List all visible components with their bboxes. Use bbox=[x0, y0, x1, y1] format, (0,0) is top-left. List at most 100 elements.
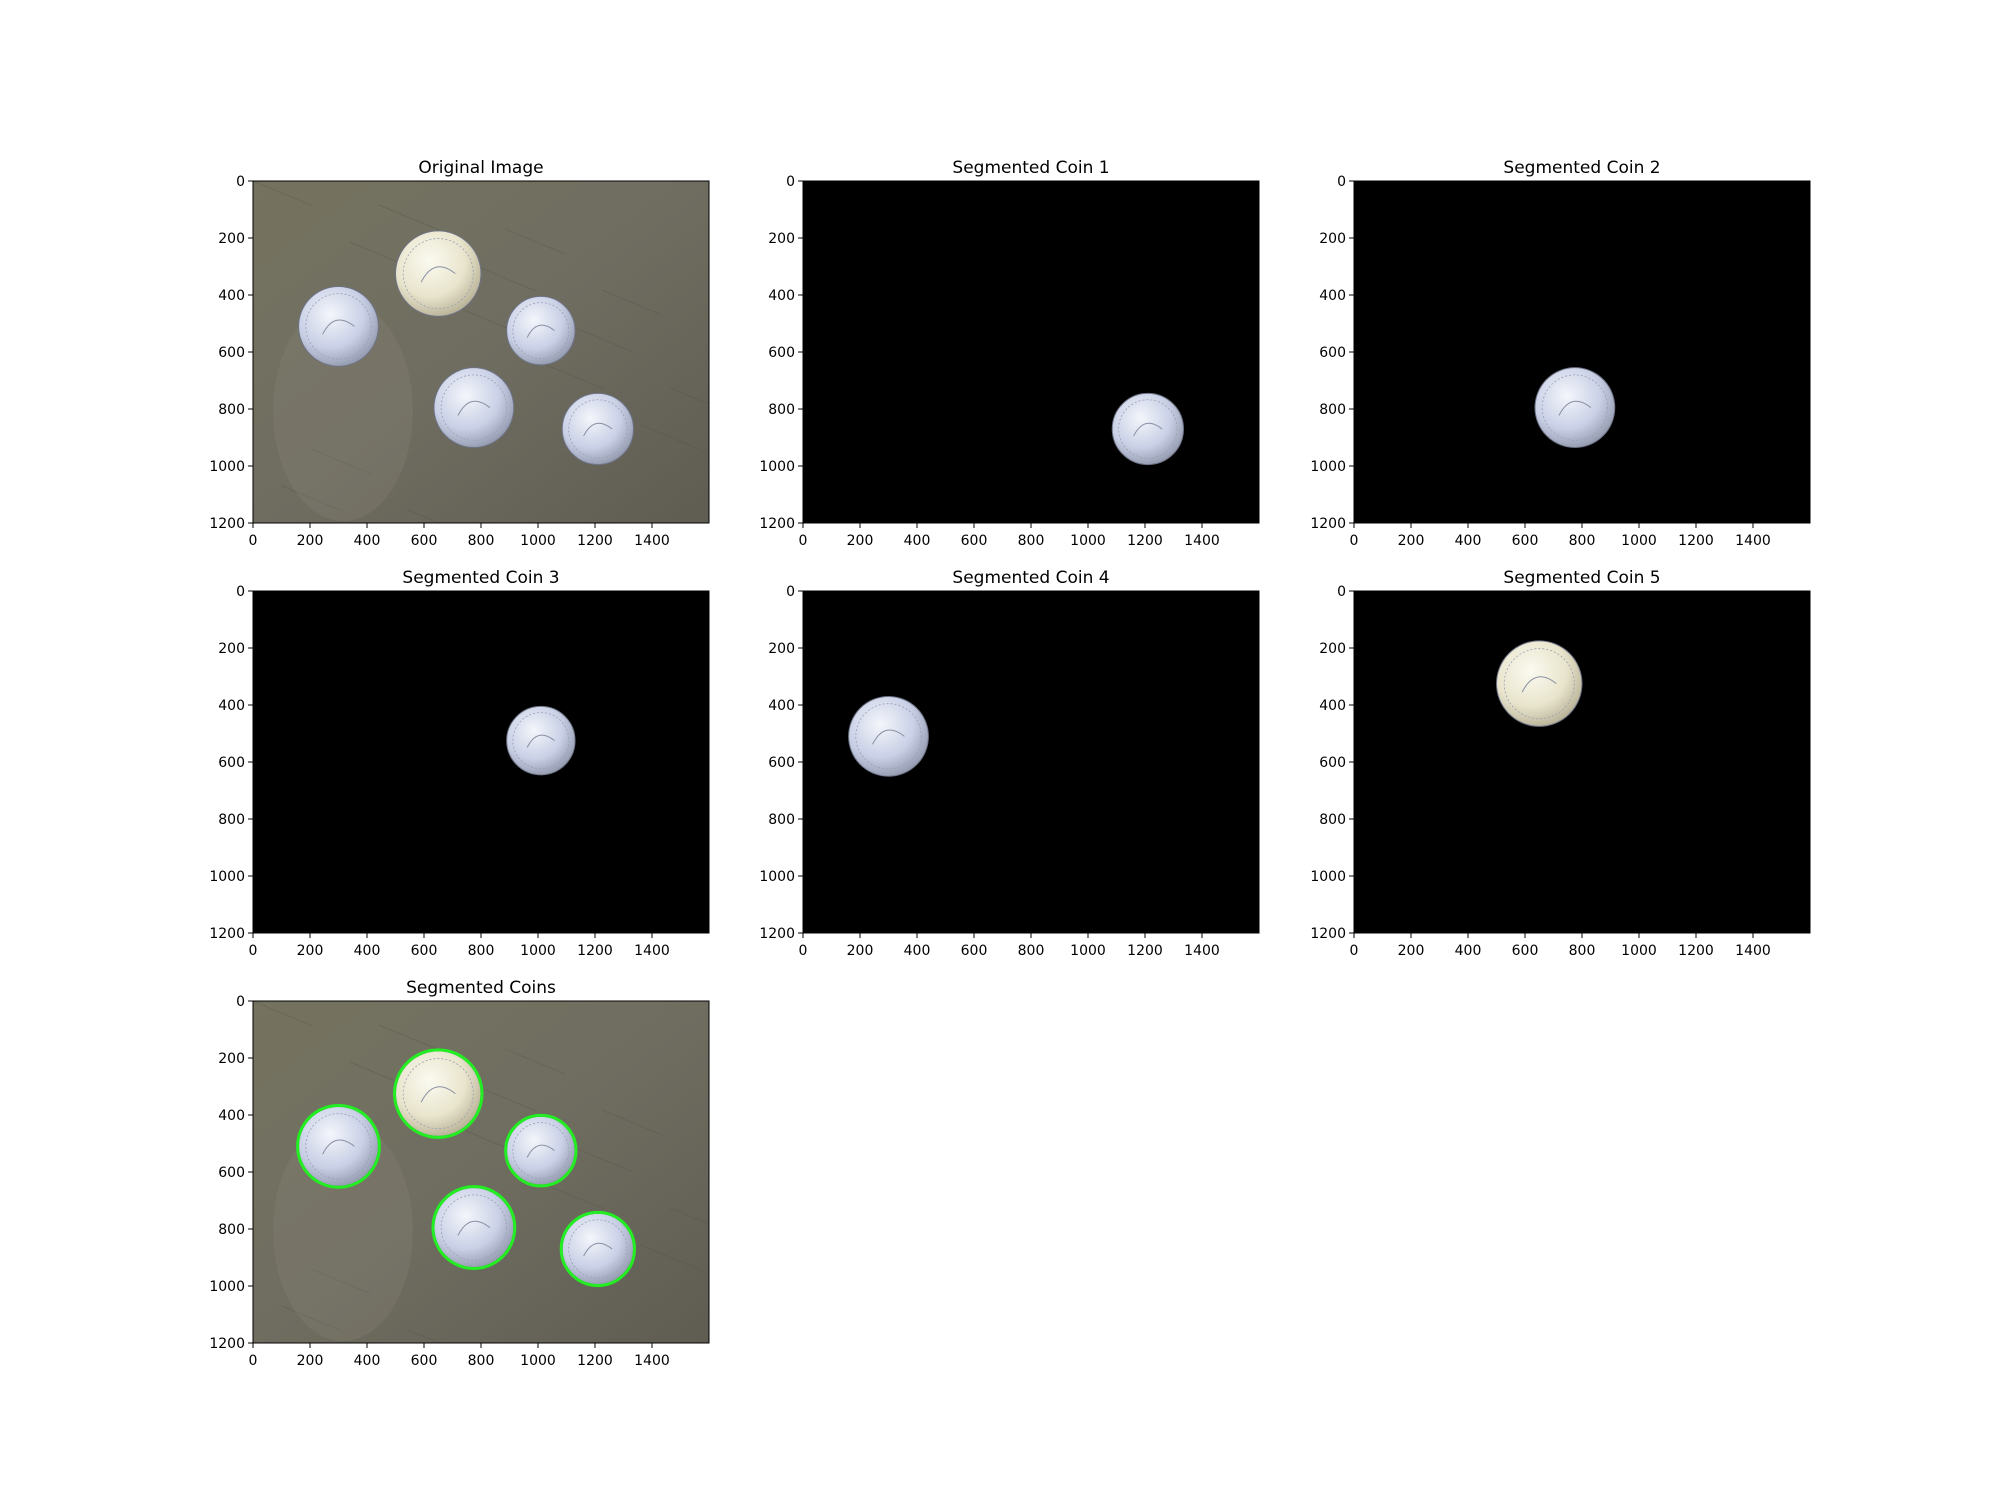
panel-title: Segmented Coin 3 bbox=[402, 568, 559, 588]
x-tick-label: 800 bbox=[1018, 533, 1045, 549]
coin-rim-detail bbox=[305, 1113, 372, 1180]
y-tick-label: 200 bbox=[1319, 641, 1346, 657]
coin-contour bbox=[559, 1210, 636, 1288]
coin-rim-detail bbox=[440, 374, 507, 441]
coin-engraving bbox=[457, 1220, 491, 1236]
x-tick-label: 400 bbox=[354, 943, 381, 959]
x-tick-label: 800 bbox=[1569, 533, 1596, 549]
panel-image bbox=[1354, 591, 1810, 933]
coin-engraving bbox=[1133, 422, 1163, 437]
surface-texture bbox=[640, 1244, 702, 1271]
panel-image bbox=[253, 591, 709, 933]
x-tick-label: 1200 bbox=[1678, 943, 1714, 959]
panel-title: Segmented Coin 4 bbox=[952, 568, 1109, 588]
x-tick-label: 1200 bbox=[1127, 533, 1163, 549]
surface-texture bbox=[253, 181, 314, 207]
y-tick-label: 400 bbox=[1319, 288, 1346, 304]
x-tick-label: 800 bbox=[468, 533, 495, 549]
panel-title: Segmented Coin 2 bbox=[1503, 158, 1660, 178]
surface-texture bbox=[378, 204, 440, 231]
panel-image bbox=[1354, 181, 1810, 523]
coin-3 bbox=[506, 705, 576, 776]
surface-texture bbox=[669, 1207, 709, 1225]
x-tick-label: 1200 bbox=[577, 1353, 613, 1369]
y-tick-label: 1200 bbox=[209, 1336, 245, 1352]
surface-texture bbox=[601, 1109, 663, 1136]
coin-engraving bbox=[1558, 400, 1592, 416]
y-tick-label: 400 bbox=[1319, 698, 1346, 714]
coin-rim-detail bbox=[1118, 399, 1178, 459]
mask-background bbox=[253, 591, 709, 933]
x-tick-label: 400 bbox=[354, 533, 381, 549]
coin-3 bbox=[506, 295, 576, 366]
panel-7: Segmented Coins 0 200 400 600 800 1000 1200 1400… bbox=[209, 978, 710, 1369]
coin-engraving bbox=[526, 324, 555, 338]
y-tick-label: 0 bbox=[786, 174, 795, 190]
surface-texture bbox=[572, 326, 634, 353]
panel-1: Original Image 0 200 400 600 800 1000 1200 1400 0… bbox=[209, 158, 710, 549]
surface-texture bbox=[640, 424, 702, 451]
mask-background bbox=[1354, 591, 1810, 933]
coin-4 bbox=[848, 695, 929, 777]
coin-rim-detail bbox=[440, 1194, 507, 1261]
x-tick-label: 400 bbox=[354, 1353, 381, 1369]
y-tick-label: 600 bbox=[768, 755, 795, 771]
x-tick-label: 1000 bbox=[1621, 943, 1657, 959]
panel-image bbox=[803, 591, 1259, 933]
y-tick-label: 1200 bbox=[759, 516, 795, 532]
x-tick-label: 400 bbox=[1455, 943, 1482, 959]
x-tick-label: 1400 bbox=[1184, 943, 1220, 959]
y-tick-label: 1000 bbox=[759, 869, 795, 885]
y-tick-label: 1200 bbox=[1310, 926, 1346, 942]
surface-texture bbox=[378, 1024, 440, 1051]
x-tick-label: 1000 bbox=[1070, 533, 1106, 549]
x-tick-label: 0 bbox=[249, 533, 258, 549]
x-tick-label: 1400 bbox=[1184, 533, 1220, 549]
y-tick-label: 1200 bbox=[759, 926, 795, 942]
surface-texture bbox=[543, 1183, 605, 1210]
surface-texture bbox=[601, 289, 663, 316]
coin-contour bbox=[504, 1113, 578, 1188]
y-tick-label: 600 bbox=[218, 755, 245, 771]
x-tick-label: 1400 bbox=[1735, 943, 1771, 959]
x-tick-label: 0 bbox=[799, 533, 808, 549]
x-tick-label: 0 bbox=[249, 1353, 258, 1369]
x-tick-label: 1400 bbox=[634, 1353, 670, 1369]
coin-contour bbox=[296, 1103, 381, 1189]
coin-rim-detail bbox=[855, 703, 922, 770]
x-tick-label: 200 bbox=[847, 533, 874, 549]
y-tick-label: 400 bbox=[768, 288, 795, 304]
surface-texture bbox=[504, 228, 566, 255]
coin-contour bbox=[393, 1048, 484, 1139]
coin-rim-detail bbox=[512, 712, 570, 770]
y-tick-label: 1000 bbox=[1310, 869, 1346, 885]
x-tick-label: 1200 bbox=[577, 533, 613, 549]
x-tick-label: 800 bbox=[1018, 943, 1045, 959]
panel-title: Segmented Coin 5 bbox=[1503, 568, 1660, 588]
y-tick-label: 400 bbox=[768, 698, 795, 714]
x-tick-label: 0 bbox=[1350, 943, 1359, 959]
y-tick-label: 1000 bbox=[759, 459, 795, 475]
x-tick-label: 200 bbox=[1398, 533, 1425, 549]
y-tick-label: 200 bbox=[218, 1051, 245, 1067]
y-tick-label: 400 bbox=[218, 698, 245, 714]
y-tick-label: 600 bbox=[218, 345, 245, 361]
y-tick-label: 1200 bbox=[1310, 516, 1346, 532]
surface-texture bbox=[310, 448, 372, 475]
x-tick-label: 1200 bbox=[577, 943, 613, 959]
coin-engraving bbox=[457, 400, 491, 416]
coin-1 bbox=[561, 392, 634, 466]
x-tick-label: 800 bbox=[1569, 943, 1596, 959]
x-tick-label: 1000 bbox=[1621, 533, 1657, 549]
coin-rim-detail bbox=[1541, 374, 1608, 441]
y-tick-label: 0 bbox=[1337, 174, 1346, 190]
y-tick-label: 200 bbox=[218, 641, 245, 657]
x-tick-label: 600 bbox=[961, 943, 988, 959]
x-tick-label: 400 bbox=[904, 533, 931, 549]
panel-title: Segmented Coins bbox=[406, 978, 556, 998]
mask-background bbox=[1354, 181, 1810, 523]
coin-engraving bbox=[420, 266, 456, 283]
x-tick-label: 400 bbox=[1455, 533, 1482, 549]
y-tick-label: 400 bbox=[218, 288, 245, 304]
x-tick-label: 0 bbox=[249, 943, 258, 959]
